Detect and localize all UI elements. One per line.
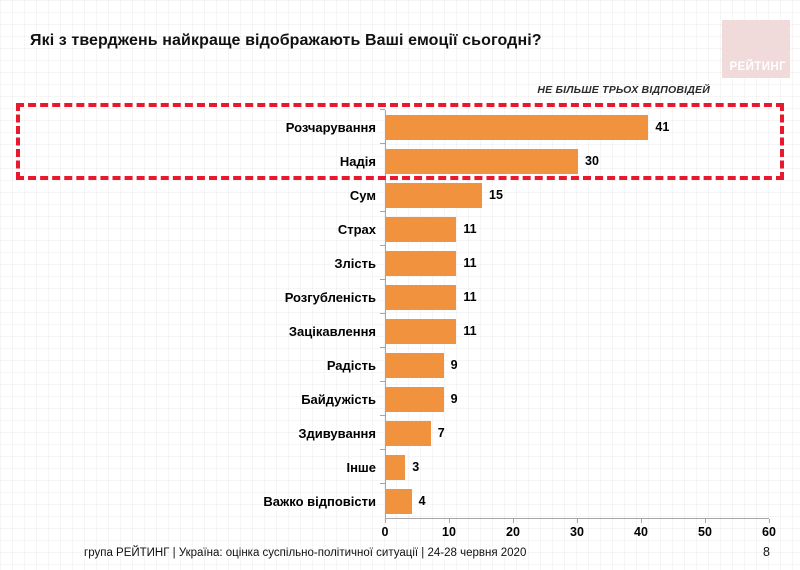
category-label: Страх	[337, 221, 376, 237]
value-label: 41	[655, 120, 670, 134]
bar-track: 11	[380, 279, 770, 314]
bar-rows: Розчарування 41 Надія 30 Сум 15 Страх 11 Злість 1…	[0, 109, 770, 518]
bar	[386, 420, 431, 446]
category-label: Розгубленість	[284, 289, 376, 305]
category-label: Інше	[346, 459, 376, 475]
x-axis-tick	[705, 519, 706, 523]
bar-track: 7	[380, 415, 770, 450]
bar-row: Злість 11	[0, 245, 770, 280]
bar	[386, 284, 457, 310]
x-axis-tick-label: 60	[762, 525, 776, 539]
bar-row: Важко відповісти 4	[0, 483, 770, 518]
bar-track: 9	[380, 381, 770, 416]
bar-track: 9	[380, 347, 770, 382]
x-axis-tick	[769, 519, 770, 523]
bar-track: 11	[380, 313, 770, 348]
page-number: 8	[763, 545, 770, 559]
category-label: Злість	[334, 255, 376, 271]
bar-row: Сум 15	[0, 177, 770, 212]
bar-row: Зацікавлення 11	[0, 313, 770, 348]
bar-row: Байдужість 9	[0, 381, 770, 416]
bar-row: Радість 9	[0, 347, 770, 382]
bar	[386, 148, 578, 174]
category-label: Важко відповісти	[263, 493, 376, 509]
x-axis-tick	[513, 519, 514, 523]
x-axis-tick	[385, 519, 386, 523]
x-axis-tick	[577, 519, 578, 523]
x-axis: 0 10 20 30 40 50 60	[382, 518, 776, 539]
bar-track: 4	[380, 483, 770, 518]
value-label: 9	[450, 392, 458, 406]
category-label: Зацікавлення	[288, 323, 376, 339]
rating-logo-label: РЕЙТИНГ	[729, 61, 786, 73]
bar	[386, 216, 457, 242]
bar-row: Інше 3	[0, 449, 770, 484]
bar-row: Здивування 7	[0, 415, 770, 450]
bar	[386, 182, 482, 208]
value-label: 4	[418, 494, 426, 508]
chart-annotation: НЕ БІЛЬШЕ ТРЬОХ ВІДПОВІДЕЙ	[537, 84, 710, 96]
bar	[386, 454, 406, 480]
bar	[386, 386, 444, 412]
value-label: 15	[489, 188, 503, 202]
bar-row: Надія 30	[0, 143, 770, 178]
bar	[386, 250, 457, 276]
value-label: 11	[463, 222, 477, 236]
value-label: 3	[412, 460, 420, 474]
x-axis-tick-label: 30	[570, 525, 584, 539]
x-axis-tick	[641, 519, 642, 523]
category-label: Розчарування	[285, 119, 376, 135]
bar-track: 11	[380, 245, 770, 280]
bar	[386, 352, 444, 378]
rating-logo: РЕЙТИНГ	[722, 20, 790, 78]
bar-row: Страх 11	[0, 211, 770, 246]
x-axis-tick-label: 50	[698, 525, 712, 539]
x-axis-tick-label: 40	[634, 525, 648, 539]
bar-row: Розчарування 41	[0, 109, 770, 144]
value-label: 7	[437, 426, 445, 440]
category-label: Сум	[349, 187, 376, 203]
x-axis-tick	[449, 519, 450, 523]
bar	[386, 318, 457, 344]
category-label: Надія	[339, 153, 376, 169]
bar-track: 3	[380, 449, 770, 484]
bar-track: 41	[380, 109, 770, 144]
bar-row: Розгубленість 11	[0, 279, 770, 314]
value-label: 30	[585, 154, 599, 168]
page-title: Які з тверджень найкраще відображають Ва…	[30, 32, 542, 49]
value-label: 9	[450, 358, 458, 372]
bar-track: 30	[380, 143, 770, 178]
footer-text: група РЕЙТИНГ | Україна: оцінка суспільн…	[84, 547, 527, 559]
bar-track: 15	[380, 177, 770, 212]
bar-track: 11	[380, 211, 770, 246]
category-label: Здивування	[298, 425, 376, 441]
category-label: Байдужість	[301, 391, 376, 407]
value-label: 11	[463, 256, 477, 270]
x-axis-tick-label: 0	[381, 525, 389, 539]
category-label: Радість	[326, 357, 376, 373]
x-axis-tick-label: 10	[442, 525, 456, 539]
value-label: 11	[463, 324, 477, 338]
value-label: 11	[463, 290, 477, 304]
x-axis-tick-label: 20	[506, 525, 520, 539]
bar	[386, 114, 649, 140]
bar	[386, 488, 412, 514]
